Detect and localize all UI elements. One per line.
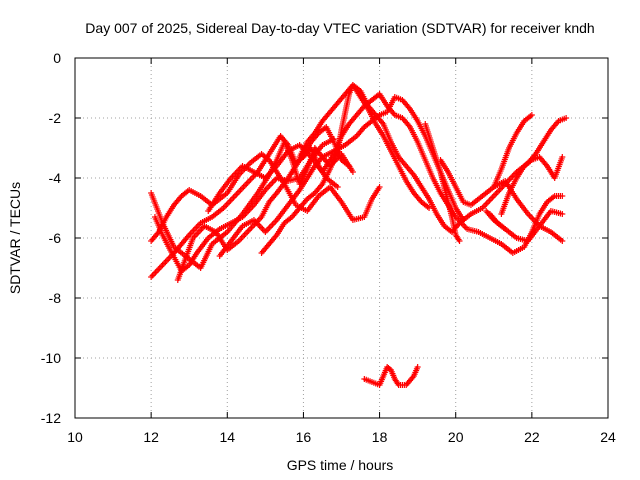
series-track-12	[498, 154, 566, 217]
data-point	[563, 115, 570, 121]
data-points	[148, 82, 570, 388]
y-tick-label: -8	[49, 290, 62, 306]
y-axis-label: SDTVAR / TECUs	[7, 182, 23, 294]
data-point	[559, 154, 566, 160]
x-tick-label: 24	[600, 429, 616, 445]
data-point	[334, 184, 341, 190]
x-tick-label: 12	[143, 429, 159, 445]
series-track-14	[490, 112, 535, 190]
series-track-09	[296, 82, 570, 235]
x-tick-label: 16	[296, 429, 312, 445]
data-point	[528, 112, 535, 118]
series-track-15	[486, 211, 509, 232]
y-tick-label: -12	[41, 410, 61, 426]
series-track-11	[437, 157, 566, 244]
y-tick-label: -4	[49, 170, 62, 186]
data-point	[456, 238, 463, 244]
x-tick-label: 22	[524, 429, 540, 445]
data-point	[349, 169, 356, 175]
series-track-16	[361, 364, 421, 388]
data-point	[559, 238, 566, 244]
series-track-03	[148, 151, 383, 244]
y-tick-label: -2	[49, 110, 62, 126]
series-track-05	[174, 124, 353, 283]
tick-labels: 10 12 14 16 18 20 22 24 0 -2 -4 -6 -8 -10 -12	[41, 50, 616, 445]
axis-ticks	[74, 57, 609, 419]
x-tick-label: 20	[448, 429, 464, 445]
data-point	[559, 193, 566, 199]
chart-title: Day 007 of 2025, Sidereal Day-to-day VTE…	[85, 20, 594, 36]
data-point	[414, 364, 421, 370]
data-point	[502, 226, 509, 232]
data-point	[346, 163, 353, 169]
x-tick-label: 14	[219, 429, 235, 445]
data-point	[376, 184, 383, 190]
series-track-10	[422, 121, 463, 244]
y-tick-label: 0	[53, 50, 61, 66]
x-tick-label: 18	[372, 429, 388, 445]
y-tick-label: -10	[41, 350, 61, 366]
y-tick-label: -6	[49, 230, 62, 246]
series-track-07	[216, 94, 467, 259]
x-axis-label: GPS time / hours	[287, 457, 394, 473]
x-tick-label: 10	[67, 429, 83, 445]
data-point	[559, 211, 566, 217]
